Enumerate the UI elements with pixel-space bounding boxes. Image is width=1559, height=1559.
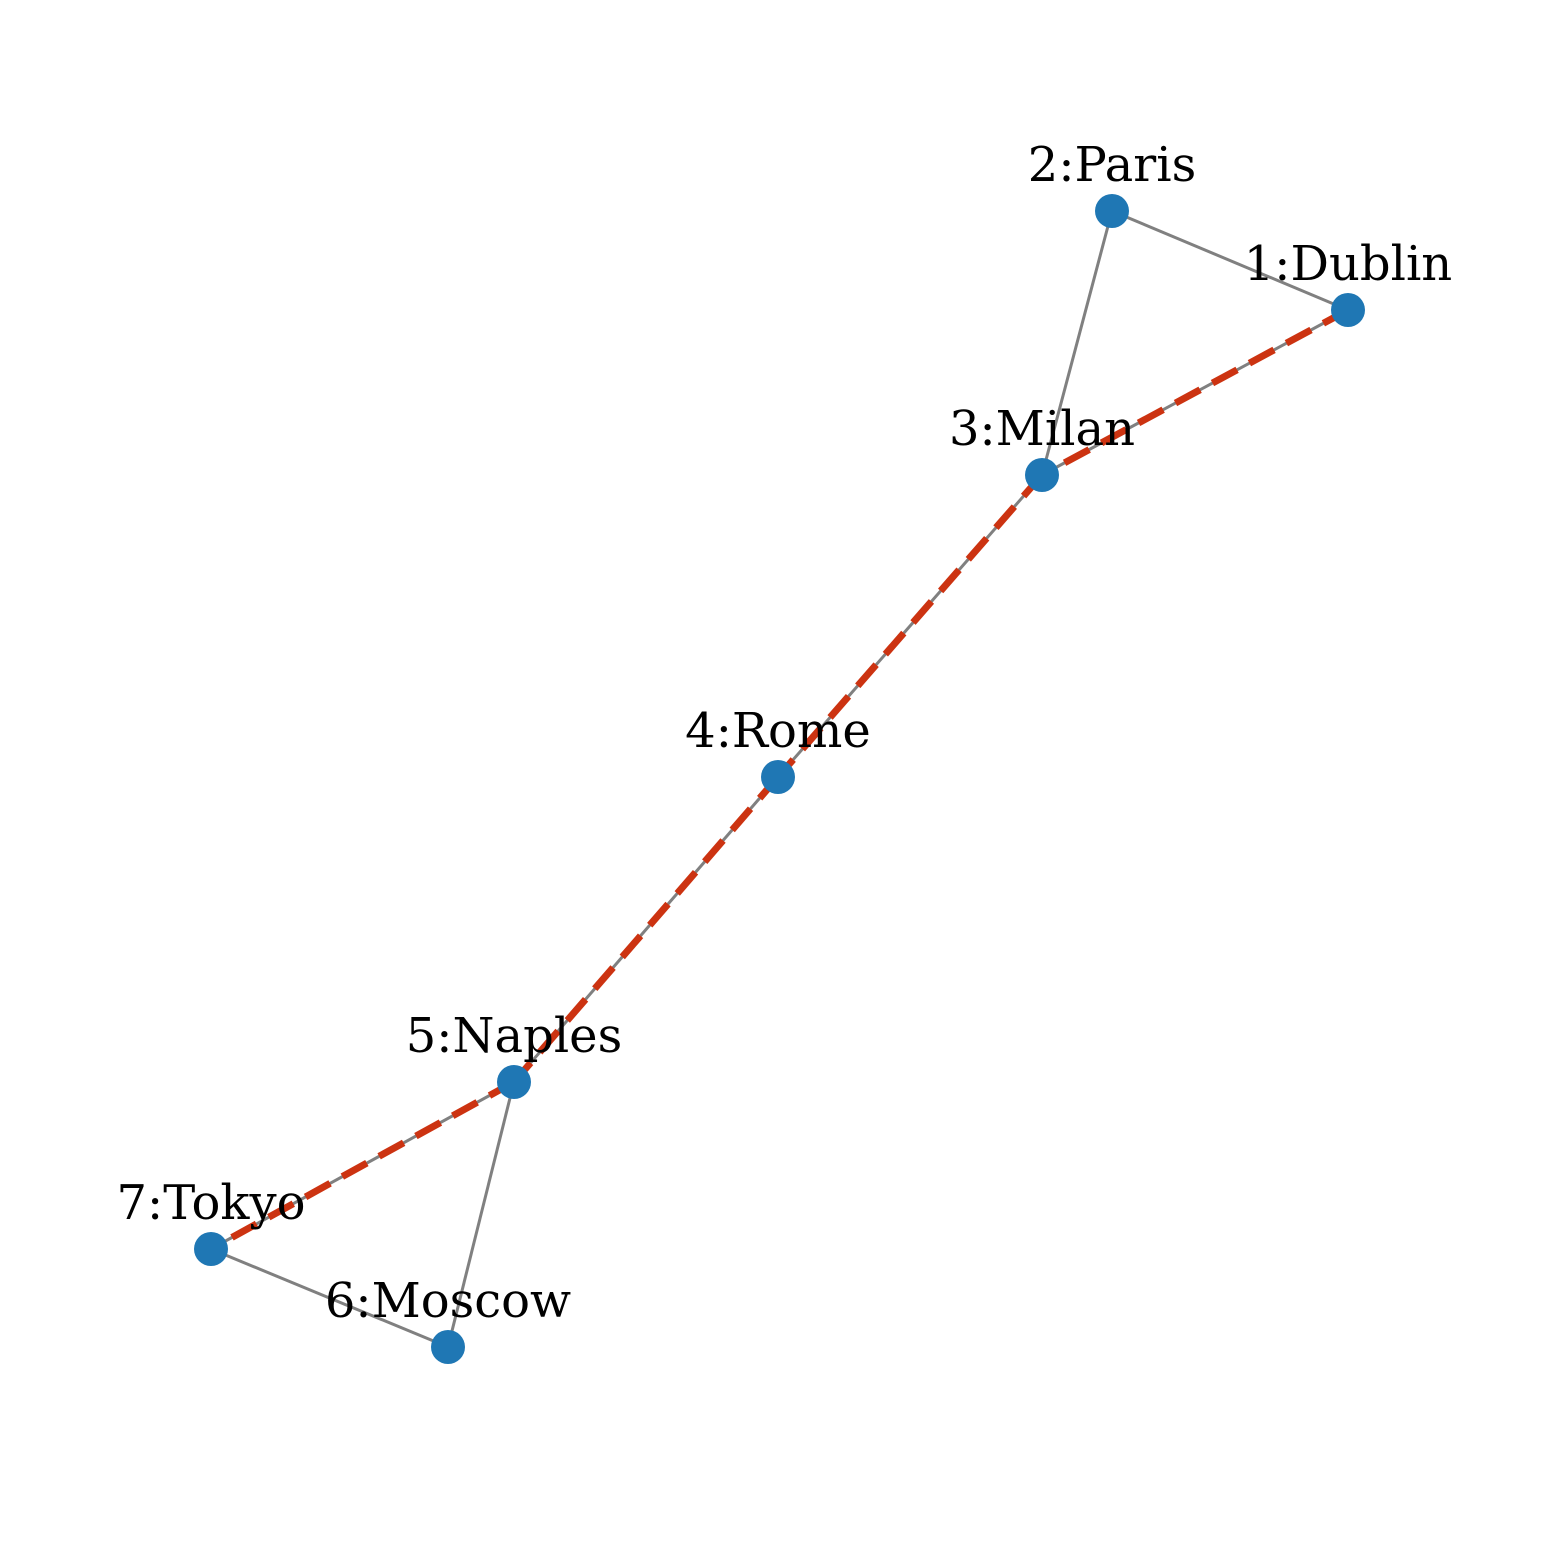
labels-layer: 1:Dublin 2:Paris 3:Milan 4:Rome 5:Naples 6:Mo… <box>117 137 1453 1329</box>
edge-1-2 <box>1111 209 1349 312</box>
node-label-7: 7:Tokyo <box>117 1175 306 1231</box>
node-5 <box>497 1065 531 1099</box>
node-2 <box>1095 194 1129 228</box>
edge-6-7 <box>210 1247 449 1349</box>
node-label-5: 5:Naples <box>406 1008 622 1064</box>
edge-2-3 <box>1040 210 1114 476</box>
node-label-4: 4:Rome <box>685 703 871 759</box>
node-1 <box>1331 293 1365 327</box>
nodes-layer <box>194 194 1365 1364</box>
edge-5-6 <box>446 1081 516 1348</box>
path-edge-1-3 <box>1040 306 1350 479</box>
path-edge-4-5 <box>511 774 781 1085</box>
node-6 <box>431 1330 465 1364</box>
node-4 <box>761 760 795 794</box>
path-edge-5-7 <box>209 1078 516 1253</box>
node-label-2: 2:Paris <box>1028 137 1196 193</box>
node-label-6: 6:Moscow <box>325 1273 571 1329</box>
node-label-1: 1:Dublin <box>1244 236 1452 292</box>
path-edge-3-4 <box>775 472 1045 780</box>
highlighted-path-layer <box>209 306 1350 1253</box>
node-label-3: 3:Milan <box>949 401 1135 457</box>
node-3 <box>1025 458 1059 492</box>
node-7 <box>194 1232 228 1266</box>
